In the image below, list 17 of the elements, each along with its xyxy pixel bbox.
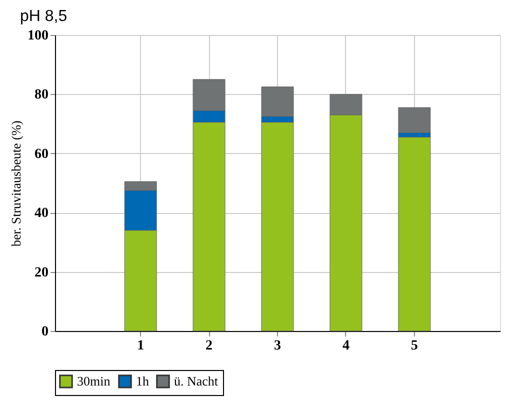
x-tick-label: 1 (137, 338, 144, 354)
x-tick-label: 3 (274, 338, 281, 354)
legend-label: ü. Nacht (174, 373, 218, 388)
x-tick-label: 4 (342, 338, 350, 354)
bar (398, 136, 431, 332)
y-tick-label: 0 (42, 324, 48, 340)
y-tick-label: 100 (28, 28, 48, 44)
y-tick-label: 60 (34, 146, 48, 162)
x-tick-label: 2 (206, 338, 213, 354)
y-tick-label: 80 (34, 88, 48, 103)
y-tick-label: 40 (34, 206, 48, 222)
chart-title: pH 8,5 (20, 8, 68, 25)
legend-label: 1h (136, 373, 150, 388)
y-axis-title: ber. Struvitausbeute (%) (8, 120, 24, 246)
y-tick-label: 20 (34, 265, 48, 280)
legend-label: 30min (77, 373, 111, 388)
x-tick-label: 5 (410, 338, 418, 354)
